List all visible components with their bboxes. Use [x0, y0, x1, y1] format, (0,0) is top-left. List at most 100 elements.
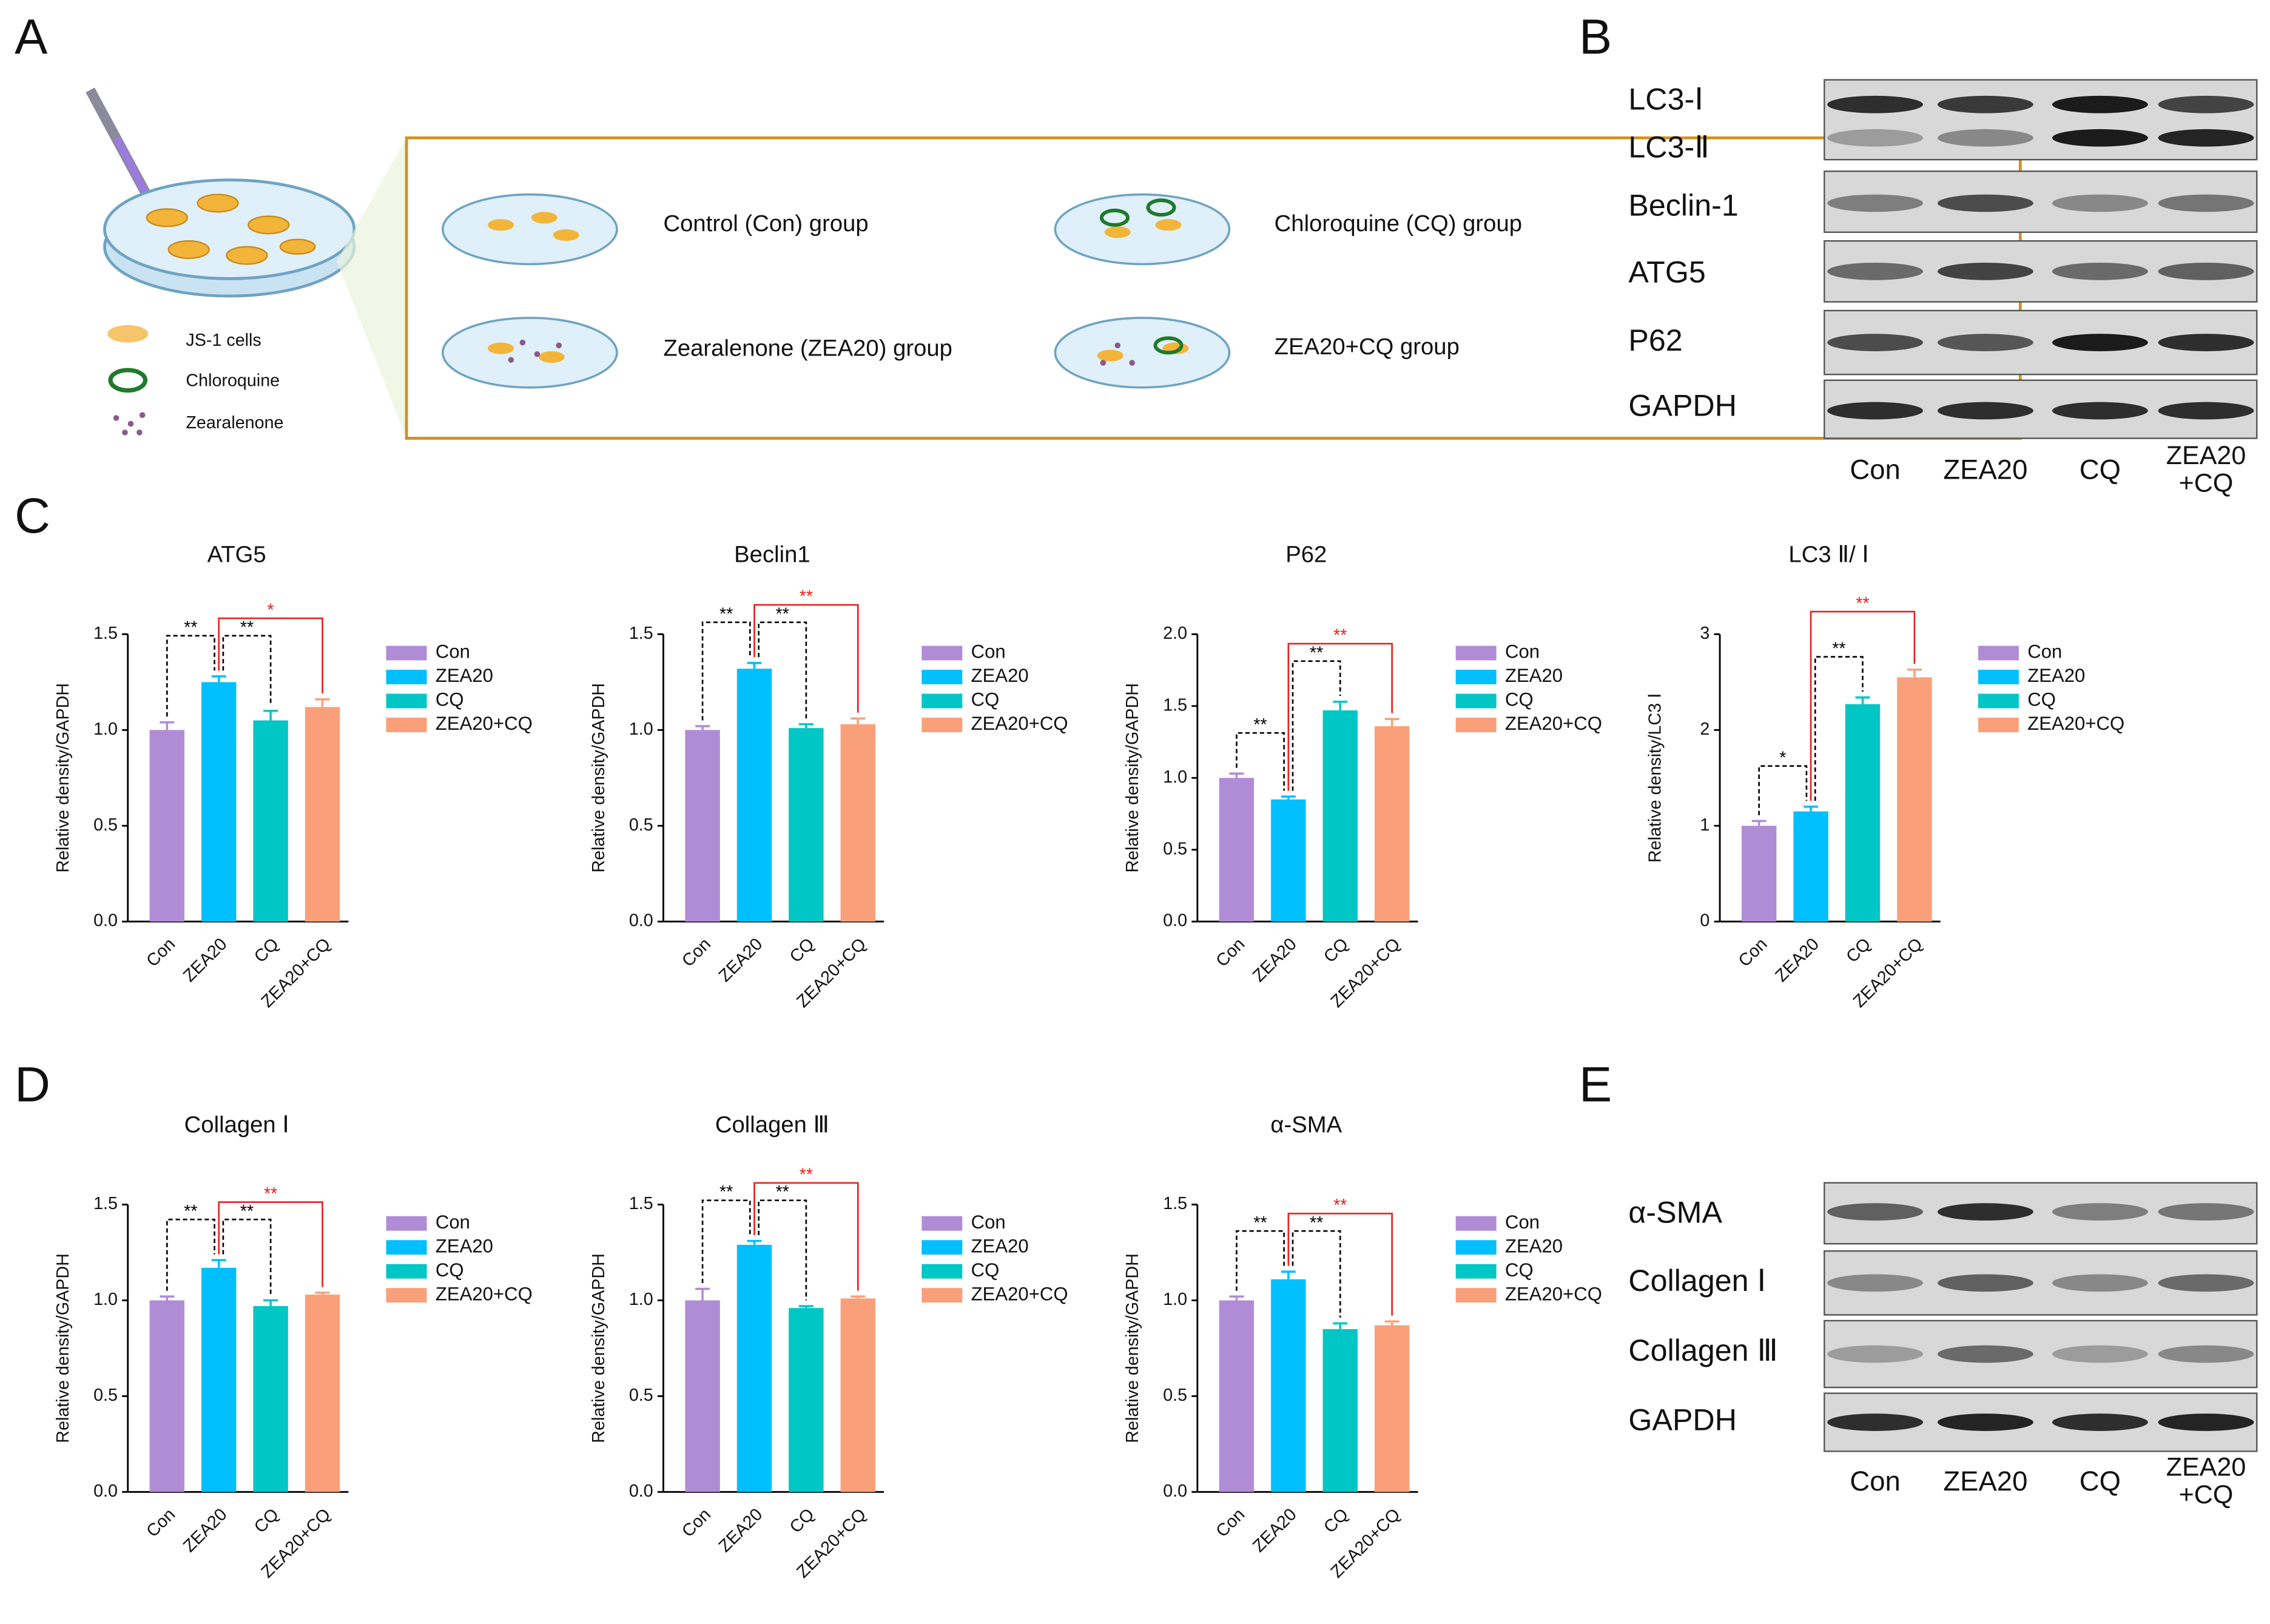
band	[1827, 402, 1924, 420]
significance-label: **	[1333, 1196, 1347, 1215]
legend-label: ZEA20+CQ	[1505, 713, 1602, 734]
zearalenone	[508, 339, 1135, 366]
bar	[149, 1300, 185, 1492]
chart-title: P62	[1285, 541, 1327, 567]
legend-swatch	[1455, 1216, 1497, 1231]
y-tick-label: 0.5	[93, 815, 118, 835]
chart-title: LC3 Ⅱ/ Ⅰ	[1788, 541, 1868, 567]
lane-label: ZEA20	[1943, 454, 2027, 485]
error-bar	[1281, 795, 1296, 800]
bar	[149, 730, 185, 922]
bar	[736, 669, 772, 922]
legend-label: ZEA20	[436, 665, 493, 686]
error-bar	[1384, 718, 1399, 727]
band	[1827, 263, 1924, 280]
error-bar	[798, 723, 813, 729]
chart-title: Beclin1	[734, 541, 810, 567]
band	[1827, 1345, 1924, 1363]
legend-swatch	[1455, 693, 1497, 709]
legend-swatch	[921, 670, 963, 684]
band	[2158, 95, 2254, 113]
bar	[1374, 1325, 1410, 1492]
significance-label: **	[1310, 1213, 1323, 1233]
band	[2158, 1345, 2254, 1363]
significance-bracket	[218, 617, 323, 694]
band	[2052, 1345, 2148, 1363]
legend-swatch	[921, 1288, 963, 1303]
bar	[1897, 677, 1932, 922]
significance-label: **	[800, 587, 813, 607]
y-tick-label: 0.0	[93, 1481, 118, 1501]
bar	[685, 730, 720, 922]
error-bar	[747, 662, 762, 669]
y-tick-label: 0.0	[93, 911, 118, 931]
schematic: JS-1 cells Chloroquine Zearalenone Contr…	[86, 87, 2022, 440]
legend-swatch	[921, 1240, 963, 1255]
error-bar	[211, 675, 226, 682]
y-tick-label: 1.0	[1163, 1290, 1187, 1309]
bar	[1322, 1329, 1358, 1492]
error-bar	[1751, 820, 1766, 826]
significance-bracket	[1814, 656, 1864, 801]
lane-label: +CQ	[2179, 468, 2234, 497]
significance-label: **	[1253, 715, 1267, 735]
significance-bracket	[1810, 610, 1916, 801]
error-bar	[1333, 1322, 1348, 1329]
y-tick-label: 0.0	[1163, 911, 1187, 931]
bar	[1845, 704, 1881, 922]
significance-label: **	[264, 1184, 277, 1204]
band	[2158, 1413, 2254, 1431]
y-tick-label: 0.0	[629, 911, 653, 931]
legend-label: ZEA20+CQ	[971, 1283, 1068, 1304]
band	[1937, 334, 2033, 351]
band	[1827, 95, 1924, 113]
error-bar	[850, 717, 866, 724]
blot-row-label: ATG5	[1628, 255, 1705, 289]
significance-bracket	[758, 1199, 807, 1301]
legend-label: Con	[436, 641, 470, 662]
y-tick-label: 1.0	[93, 719, 118, 739]
group-box	[405, 136, 2022, 440]
legend-label: Con	[436, 1211, 470, 1233]
y-tick-label: 0.5	[93, 1386, 118, 1405]
group-label: Control (Con) group	[663, 211, 868, 237]
legend-label: ZEA20+CQ	[2027, 713, 2124, 734]
significance-bracket	[1236, 1230, 1285, 1291]
lane-label: ZEA20	[1943, 1466, 2027, 1497]
significance-bracket	[218, 1201, 323, 1287]
legend-swatch	[386, 1216, 427, 1231]
bar	[305, 1295, 340, 1492]
bar	[1741, 826, 1777, 922]
band	[2158, 263, 2254, 280]
significance-bracket	[701, 1199, 751, 1283]
band	[2052, 1203, 2148, 1221]
bar	[789, 728, 824, 922]
legend-label: Con	[1505, 1211, 1540, 1233]
y-axis-label: Relative density/GAPDH	[53, 683, 73, 872]
y-tick-label: 1.5	[1163, 1194, 1187, 1213]
blot-row-label: α-SMA	[1628, 1196, 1722, 1230]
legend-label: Con	[2027, 641, 2062, 662]
y-tick-label: 1.0	[93, 1290, 118, 1309]
significance-bracket	[701, 621, 751, 721]
legend-label: ZEA20	[1505, 1235, 1563, 1256]
lane-label: ZEA20	[2166, 441, 2246, 470]
significance-label: **	[776, 604, 789, 624]
significance-label: **	[240, 1202, 254, 1221]
chart-title: Collagen Ⅰ	[184, 1112, 289, 1138]
band	[1827, 1274, 1924, 1292]
legend-label: Con	[971, 641, 1006, 662]
blot-row-label: Beclin-1	[1628, 188, 1738, 222]
band	[1937, 1345, 2033, 1363]
significance-bracket	[1236, 732, 1285, 791]
legend-swatch	[921, 645, 963, 661]
significance-label: **	[240, 618, 254, 638]
significance-label: *	[268, 601, 274, 620]
bar	[1219, 778, 1255, 922]
significance-bracket	[1758, 765, 1808, 815]
band	[1827, 129, 1924, 147]
y-tick-label: 0.5	[1163, 839, 1187, 858]
legend-swatch	[921, 1264, 963, 1279]
blot-row-label: GAPDH	[1628, 389, 1737, 423]
